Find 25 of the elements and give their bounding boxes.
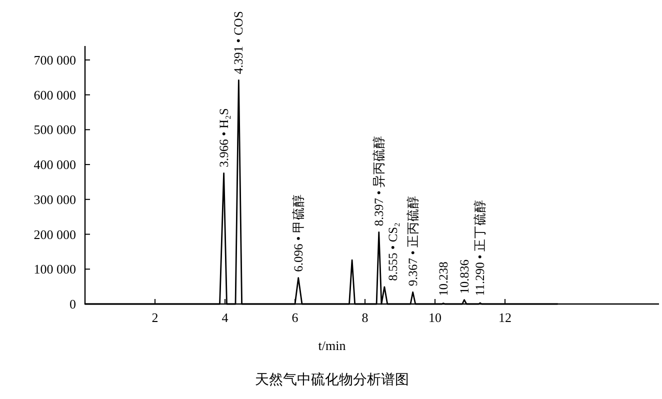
y-tick-label: 500 000 — [34, 122, 76, 138]
y-tick-label: 600 000 — [34, 87, 76, 102]
x-tick-label: 8 — [362, 310, 368, 325]
x-tick-label: 12 — [498, 310, 512, 325]
annotation: 9.367 • 正丙硫醇 — [406, 195, 420, 286]
y-tick-label: 0 — [70, 296, 76, 312]
y-tick-label: 300 000 — [34, 192, 76, 207]
y-tick-label: 100 000 — [34, 262, 76, 277]
x-tick-label: 10 — [428, 310, 442, 325]
y-tick-label: 400 000 — [34, 157, 76, 172]
annotation: 8.555 • CS₂ — [386, 222, 400, 281]
x-axis-title: t/min — [318, 338, 346, 353]
y-tick-label: 700 000 — [34, 52, 76, 68]
x-tick-label: 6 — [292, 310, 299, 325]
annotation: 11.290 • 正丁硫醇 — [473, 199, 488, 296]
annotation: 10.836 — [457, 259, 472, 294]
x-tick-label: 2 — [152, 310, 158, 325]
x-tick-label: 4 — [222, 310, 229, 325]
y-tick-label: 200 000 — [34, 226, 76, 242]
text: 天然气中硫化物分析谱图 — [255, 372, 409, 388]
annotation: 6.096 • 甲硫醇 — [291, 194, 306, 272]
annotation: 8.397 • 异丙硫醇 — [372, 135, 386, 226]
annotation: 4.391 • COS — [232, 11, 246, 74]
annotation: 3.966 • H₂S — [216, 108, 231, 168]
annotation: 10.238 — [436, 262, 450, 296]
